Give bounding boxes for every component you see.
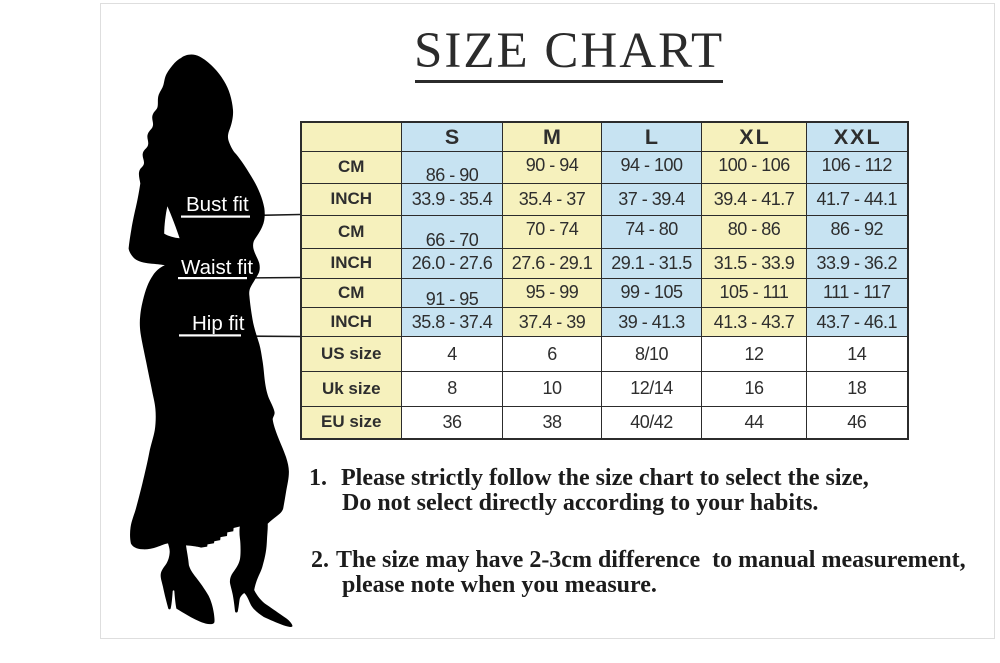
svg-text:Hip fit: Hip fit (192, 312, 245, 335)
svg-text:Bust fit: Bust fit (186, 193, 249, 216)
svg-text:Waist fit: Waist fit (181, 256, 253, 279)
